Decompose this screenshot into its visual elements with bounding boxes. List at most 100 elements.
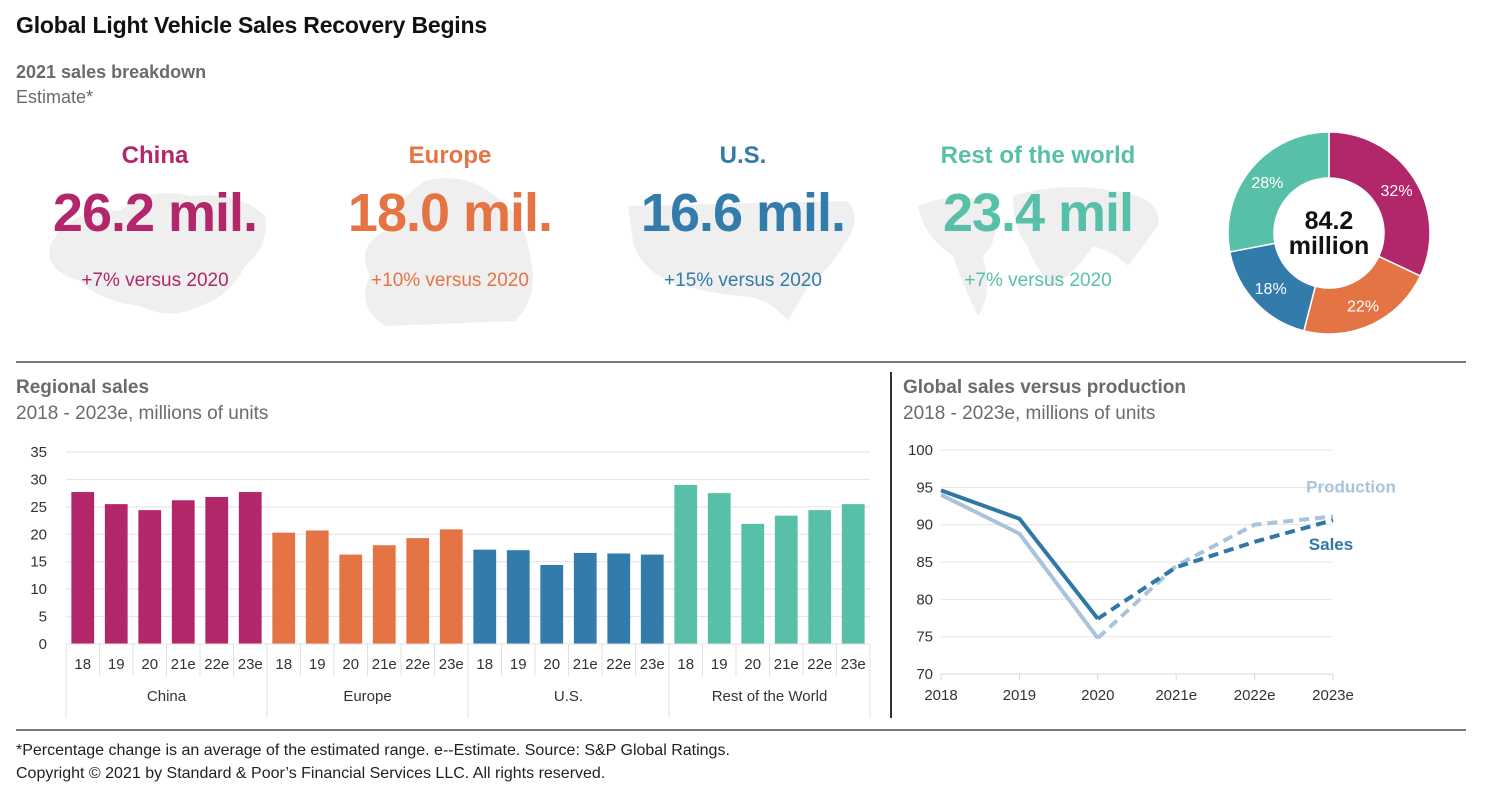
bar	[439, 529, 463, 644]
x-tick-label: 20	[141, 656, 158, 673]
kpi-region: U.S.	[719, 142, 767, 169]
kpi-europe: Europe 18.0 mil. +10% versus 2020	[305, 138, 595, 338]
copyright: Copyright © 2021 by Standard & Poor’s Fi…	[16, 765, 606, 782]
bar	[71, 492, 95, 644]
donut-label: 22%	[1347, 298, 1379, 315]
bar	[138, 510, 162, 644]
x-tick-label: 18	[677, 656, 694, 673]
bar	[473, 549, 497, 644]
y-tick-label: 30	[30, 471, 47, 488]
donut-hole	[1274, 178, 1384, 288]
x-tick-label: 21e	[171, 656, 196, 673]
x-tick-label: 20	[342, 656, 359, 673]
x-tick-label: 23e	[640, 656, 665, 673]
bar	[607, 553, 631, 644]
production-line-estimate	[1096, 514, 1334, 640]
bar	[808, 510, 832, 644]
x-tick-label: 19	[510, 656, 527, 673]
legend-production: Production	[1306, 477, 1396, 496]
x-tick-label: 23e	[439, 656, 464, 673]
bar	[205, 496, 229, 644]
bar	[305, 530, 329, 644]
bar	[540, 565, 564, 644]
x-tick-label: 21e	[774, 656, 799, 673]
y-tick-label: 70	[916, 666, 933, 683]
y-tick-label: 5	[39, 609, 47, 626]
bar	[372, 545, 396, 644]
kpi-change: +10% versus 2020	[371, 270, 529, 291]
breakdown-subtitle: 2021 sales breakdown	[16, 62, 207, 82]
sales-line-estimate	[1096, 518, 1334, 621]
us-map-icon	[628, 201, 855, 321]
sales-vs-production-line-chart: 70 75 80 85 90 95 100 2018 2019 2020 2021e 2022e 202…	[908, 442, 1396, 704]
bar	[841, 504, 865, 644]
x-tick-label: 22e	[606, 656, 631, 673]
kpi-value: 26.2 mil.	[52, 183, 258, 243]
bar	[506, 550, 530, 644]
kpi-change: +7% versus 2020	[81, 270, 229, 291]
footnote: *Percentage change is an average of the …	[16, 742, 730, 759]
global-sales-subtitle: 2018 - 2023e, millions of units	[903, 403, 1156, 424]
bar	[238, 492, 262, 644]
kpi-value: 18.0 mil.	[347, 183, 553, 243]
y-tick-label: 100	[908, 442, 933, 459]
kpi-value: 23.4 mil	[942, 183, 1134, 243]
y-tick-label: 95	[916, 479, 933, 496]
group-label: U.S.	[554, 688, 583, 705]
x-tick-label: 22e	[405, 656, 430, 673]
group-label: China	[147, 688, 187, 705]
page-title: Global Light Vehicle Sales Recovery Begi…	[16, 12, 487, 38]
sales-share-donut-chart: 32% 22% 18% 28% 84.2 million	[1227, 131, 1431, 335]
x-tick-label: 2023e	[1312, 687, 1354, 704]
x-tick-label: 2018	[924, 687, 957, 704]
bar	[640, 554, 664, 644]
kpi-region: China	[121, 142, 189, 169]
x-tick-label: 19	[108, 656, 125, 673]
x-tick-label: 18	[275, 656, 292, 673]
kpi-region: Europe	[408, 142, 492, 169]
donut-label: 18%	[1255, 281, 1287, 298]
bar	[741, 523, 765, 644]
x-tick-label: 18	[476, 656, 493, 673]
y-tick-label: 10	[30, 581, 47, 598]
bar	[272, 532, 296, 644]
x-tick-label: 23e	[841, 656, 866, 673]
kpi-change: +7% versus 2020	[964, 270, 1112, 291]
kpi-rest-of-world: Rest of the world 23.4 mil +7% versus 20…	[893, 138, 1183, 338]
y-tick-label: 90	[916, 517, 933, 534]
regional-sales-title: Regional sales	[16, 377, 150, 398]
global-sales-title: Global sales versus production	[903, 377, 1186, 398]
x-tick-label: 21e	[372, 656, 397, 673]
donut-center-unit: million	[1289, 232, 1370, 260]
regional-sales-subtitle: 2018 - 2023e, millions of units	[16, 403, 269, 424]
x-tick-label: 22e	[807, 656, 832, 673]
bar	[707, 493, 731, 644]
sales-line-actual	[940, 488, 1100, 620]
chart-divider	[890, 372, 892, 718]
y-tick-label: 20	[30, 526, 47, 543]
world-map-icon	[918, 187, 1159, 316]
y-tick-label: 0	[39, 636, 47, 653]
donut-center-value: 84.2	[1305, 207, 1354, 235]
production-line-actual	[940, 493, 1100, 640]
y-tick-label: 35	[30, 444, 47, 461]
bar	[774, 515, 798, 644]
bar	[674, 484, 698, 644]
group-label: Europe	[343, 688, 391, 705]
europe-map-icon	[365, 178, 533, 326]
bar	[104, 504, 128, 644]
x-tick-label: 18	[74, 656, 91, 673]
footer-divider	[16, 729, 1466, 731]
x-tick-label: 2019	[1003, 687, 1036, 704]
section-divider	[16, 361, 1466, 363]
x-tick-label: 22e	[204, 656, 229, 673]
x-tick-label: 21e	[573, 656, 598, 673]
legend-sales: Sales	[1309, 535, 1353, 554]
x-tick-label: 2020	[1081, 687, 1114, 704]
bar	[339, 554, 363, 644]
regional-sales-bar-chart: 0 5 10 15 20 25 30 35 18 19 20 21e 22e 23e China 18 19 20…	[30, 444, 871, 718]
kpi-change: +15% versus 2020	[664, 270, 822, 291]
china-map-icon	[49, 193, 266, 314]
x-tick-label: 20	[744, 656, 761, 673]
y-tick-label: 25	[30, 499, 47, 516]
